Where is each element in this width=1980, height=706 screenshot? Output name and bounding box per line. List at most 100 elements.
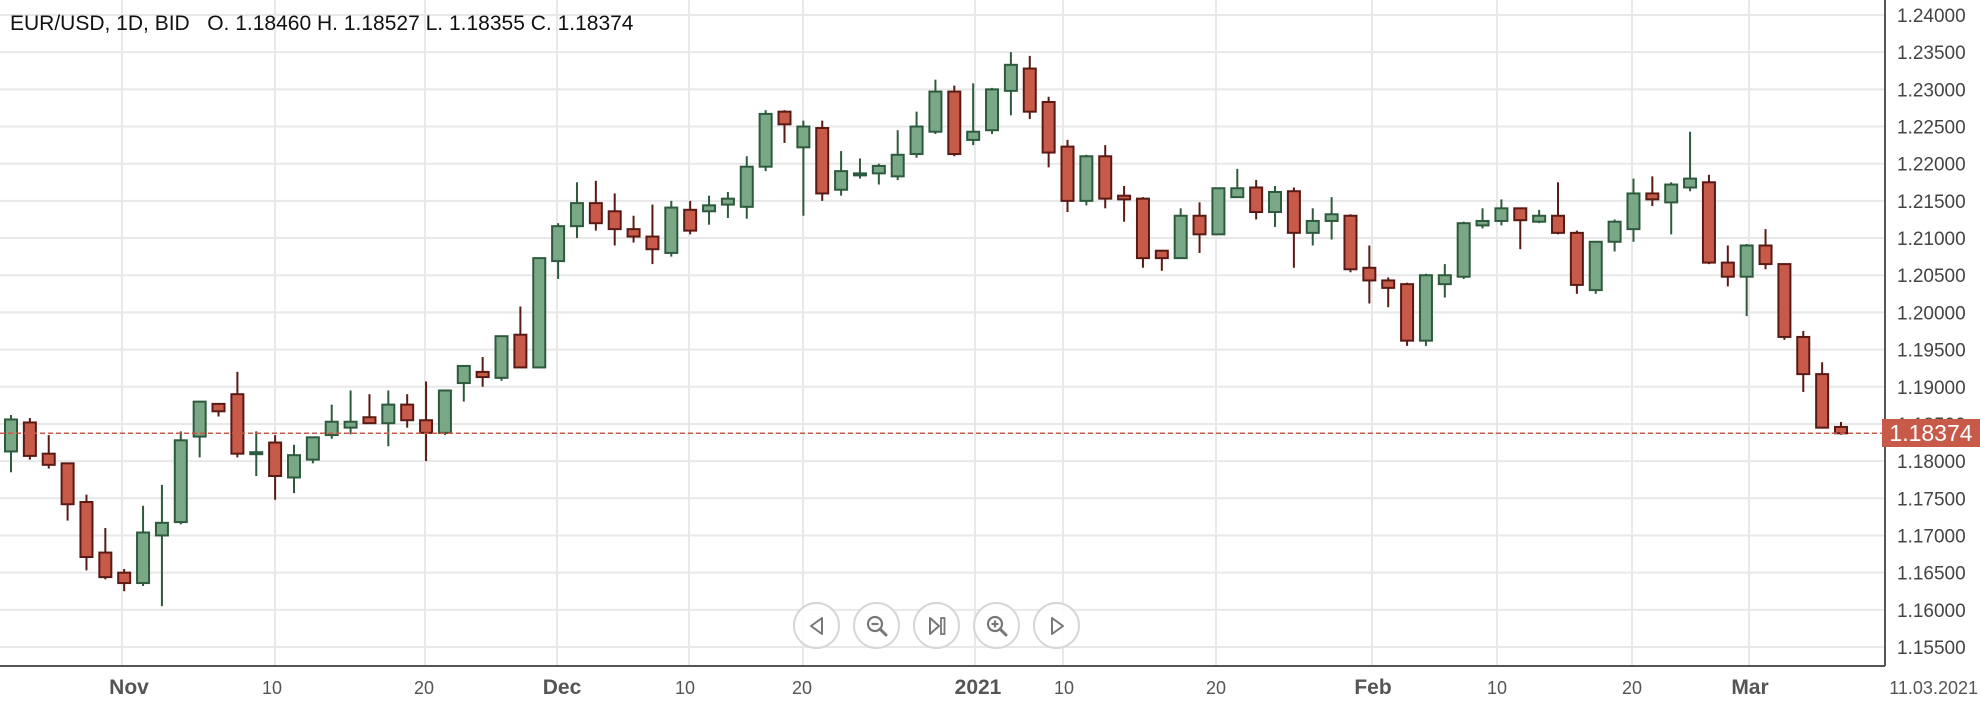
- zoom-out-button[interactable]: [853, 602, 900, 649]
- y-tick-label: 1.22500: [1897, 118, 1966, 139]
- candle: [1117, 186, 1132, 222]
- candle: [1154, 249, 1169, 271]
- candle: [211, 402, 226, 417]
- x-tick-label: 2021: [955, 676, 1002, 699]
- candle: [305, 436, 320, 464]
- x-axis-labels[interactable]: Nov 10 20 Dec 10 20 2021 10 20 Feb 10 20 Mar 11.03.20…: [109, 676, 1978, 699]
- skip-end-icon: [928, 616, 945, 635]
- candle: [702, 195, 717, 225]
- y-tick-label: 1.23500: [1897, 43, 1966, 64]
- candle: [1739, 244, 1754, 317]
- candle: [60, 462, 75, 521]
- candle: [1456, 221, 1471, 279]
- y-tick-label: 1.17000: [1897, 526, 1966, 547]
- candle: [41, 435, 56, 469]
- y-tick-label: 1.18000: [1897, 452, 1966, 473]
- candle: [117, 568, 132, 592]
- current-price-badge: 1.18374: [1882, 419, 1980, 448]
- candle: [1192, 202, 1207, 253]
- candle: [437, 389, 452, 436]
- candle: [173, 431, 188, 525]
- zoom-in-icon: [986, 615, 1007, 636]
- reset-to-latest-button[interactable]: [913, 602, 960, 649]
- scroll-left-button[interactable]: [793, 602, 840, 649]
- candle: [1249, 180, 1264, 220]
- symbol-label: EUR/USD, 1D, BID: [10, 12, 190, 35]
- candles: [4, 52, 1848, 607]
- candle: [79, 494, 94, 571]
- x-tick-label: Dec: [543, 676, 582, 699]
- candle: [1607, 219, 1622, 252]
- candle: [664, 200, 679, 257]
- candle: [1532, 209, 1547, 224]
- candle: [1343, 214, 1358, 273]
- candle: [362, 394, 377, 425]
- candle: [758, 110, 773, 172]
- y-tick-label: 1.23000: [1897, 80, 1966, 101]
- open-label: O.: [207, 12, 230, 35]
- candle: [1418, 273, 1433, 346]
- candle: [1211, 187, 1226, 236]
- candle: [985, 87, 1000, 134]
- candle: [1060, 139, 1075, 213]
- y-tick-label: 1.17500: [1897, 489, 1966, 510]
- candle: [947, 85, 962, 157]
- candle: [909, 111, 924, 158]
- candle: [928, 79, 943, 134]
- zoom-in-button[interactable]: [973, 602, 1020, 649]
- y-tick-label: 1.20500: [1897, 266, 1966, 287]
- candle: [1494, 199, 1509, 226]
- candle: [551, 223, 566, 279]
- candle: [1041, 96, 1056, 168]
- triangle-left-icon: [809, 616, 823, 635]
- candle: [343, 390, 358, 435]
- y-tick-label: 1.16500: [1897, 564, 1966, 585]
- candle: [720, 191, 735, 218]
- candle: [230, 371, 245, 458]
- x-tick-label: Nov: [109, 676, 149, 699]
- y-tick-label: 1.22000: [1897, 155, 1966, 176]
- x-tick-label: 20: [414, 678, 434, 698]
- candle: [1268, 186, 1283, 227]
- candle: [852, 158, 867, 179]
- close-label: C.: [530, 12, 552, 35]
- high-label: H.: [317, 12, 338, 35]
- candle: [1135, 197, 1150, 268]
- x-tick-label: 20: [1206, 678, 1226, 698]
- candle: [1381, 277, 1396, 308]
- candle: [268, 435, 283, 500]
- x-tick-label: Mar: [1731, 676, 1768, 699]
- x-tick-label: 20: [792, 678, 812, 698]
- candle: [1551, 182, 1566, 235]
- close-value: 1.18374: [557, 12, 634, 35]
- candle: [645, 204, 660, 265]
- candle: [739, 156, 754, 219]
- candle: [607, 193, 622, 246]
- candle: [1701, 174, 1716, 265]
- candle: [1400, 282, 1415, 346]
- candle: [890, 130, 905, 181]
- y-tick-label: 1.24000: [1897, 6, 1966, 27]
- scroll-right-button[interactable]: [1033, 602, 1080, 649]
- candle: [1626, 178, 1641, 242]
- zoom-out-icon: [866, 615, 887, 636]
- candle: [98, 528, 113, 580]
- candle: [1230, 168, 1245, 199]
- candle: [494, 335, 509, 381]
- high-value: 1.18527: [343, 12, 420, 35]
- candle: [796, 120, 811, 216]
- candle: [815, 120, 830, 201]
- y-axis-labels[interactable]: 1.24000 1.23500 1.23000 1.22500 1.22000 1.215…: [1897, 6, 1966, 659]
- candle: [475, 357, 490, 387]
- candle: [1305, 208, 1320, 246]
- candle: [1777, 263, 1792, 340]
- candle: [966, 83, 981, 146]
- candle: [136, 505, 151, 587]
- open-value: 1.18460: [235, 12, 312, 35]
- y-tick-label: 1.21000: [1897, 229, 1966, 250]
- candle: [1815, 362, 1830, 429]
- low-value: 1.18355: [448, 12, 525, 35]
- candle: [683, 200, 698, 235]
- candle: [400, 394, 415, 428]
